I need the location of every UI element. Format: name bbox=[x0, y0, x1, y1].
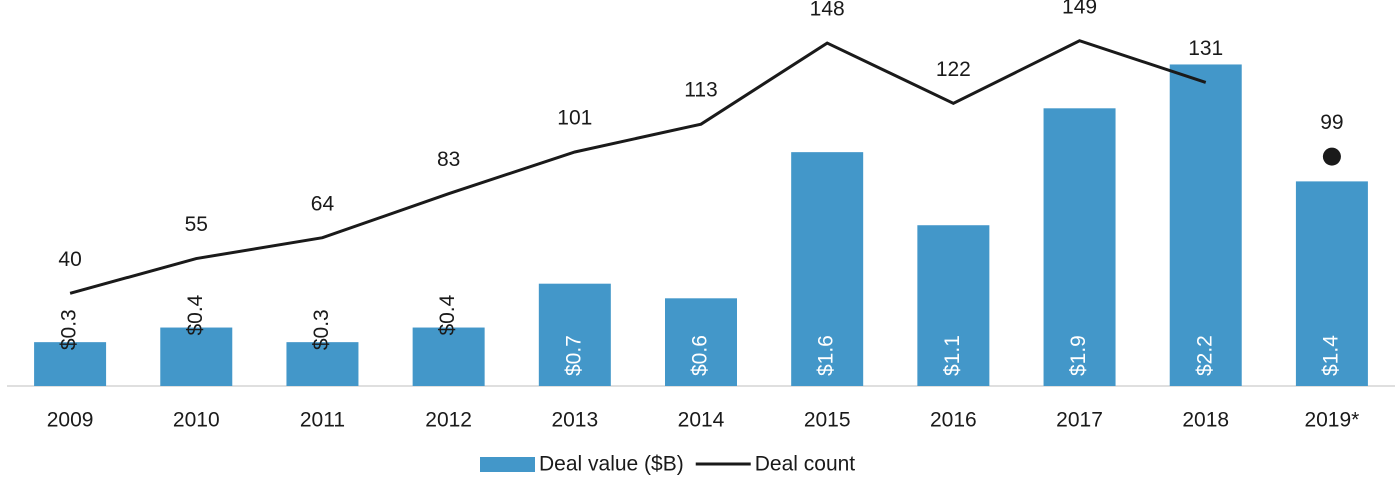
x-tick-label: 2012 bbox=[425, 409, 472, 432]
bar bbox=[665, 298, 737, 386]
value-label: $0.7 bbox=[562, 335, 585, 376]
value-label: $0.4 bbox=[184, 294, 207, 335]
bar bbox=[412, 327, 485, 386]
value-label: 113 bbox=[684, 79, 717, 102]
value-label: $0.3 bbox=[58, 309, 81, 350]
value-label: 101 bbox=[557, 107, 592, 130]
legend-swatch bbox=[480, 457, 535, 472]
x-tick-label: 2018 bbox=[1182, 409, 1229, 432]
value-label: 149 bbox=[1062, 0, 1097, 18]
x-tick-label: 2009 bbox=[47, 409, 94, 432]
bar bbox=[286, 342, 359, 386]
x-tick-label: 2019* bbox=[1304, 409, 1359, 432]
value-label: $2.2 bbox=[1193, 335, 1216, 376]
value-label: $0.6 bbox=[689, 335, 712, 376]
value-label: $1.6 bbox=[815, 335, 838, 376]
x-tick-label: 2014 bbox=[678, 409, 725, 432]
value-label: $1.9 bbox=[1067, 335, 1090, 376]
value-label: 40 bbox=[58, 248, 81, 271]
x-tick-label: 2017 bbox=[1056, 409, 1103, 432]
bar bbox=[1169, 64, 1242, 386]
x-tick-label: 2011 bbox=[300, 409, 345, 432]
x-tick-label: 2010 bbox=[173, 409, 220, 432]
bar bbox=[538, 283, 611, 386]
value-label: 148 bbox=[810, 0, 845, 21]
x-tick-label: 2015 bbox=[804, 409, 851, 432]
bar bbox=[917, 225, 990, 386]
value-label: $0.4 bbox=[436, 294, 459, 335]
bar bbox=[791, 152, 864, 386]
value-label: $0.3 bbox=[310, 309, 333, 350]
x-tick-label: 2016 bbox=[930, 409, 977, 432]
bar bbox=[34, 342, 107, 386]
value-label: 55 bbox=[185, 213, 208, 236]
line bbox=[69, 39, 1207, 295]
value-label: 83 bbox=[437, 148, 460, 171]
value-label: 131 bbox=[1188, 37, 1223, 60]
value-label: 99 bbox=[1320, 111, 1343, 134]
value-label: $1.4 bbox=[1319, 335, 1342, 376]
value-label: $1.1 bbox=[941, 335, 964, 376]
bar bbox=[1295, 181, 1368, 386]
value-label: 64 bbox=[311, 192, 335, 215]
legend-label: Deal count bbox=[755, 453, 856, 476]
x-tick-label: 2013 bbox=[551, 409, 598, 432]
bar bbox=[160, 327, 233, 386]
bar bbox=[1043, 108, 1116, 387]
value-label: 122 bbox=[936, 58, 971, 81]
point bbox=[1322, 147, 1341, 166]
legend-label: Deal value ($B) bbox=[539, 453, 684, 476]
